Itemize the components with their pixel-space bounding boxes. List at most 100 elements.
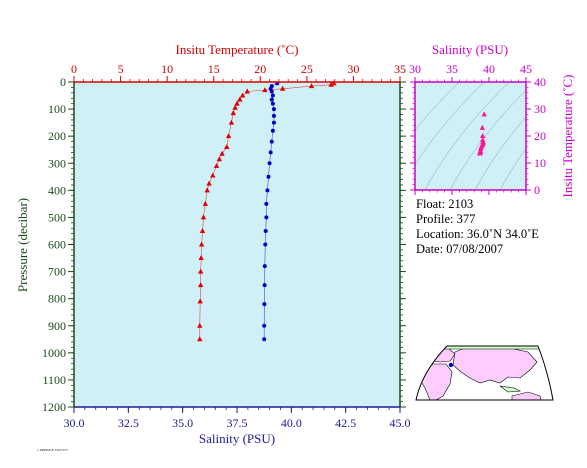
map-land-australia [511,391,542,400]
ts-point [481,111,487,117]
salinity-point [262,264,267,269]
salinity-point [269,89,274,94]
pressure-tick-label: 700 [48,265,66,279]
main-plot-background [74,82,400,407]
temperature-point [204,187,210,193]
salinity-point [264,201,269,206]
temperature-tick-label: 25 [301,62,313,76]
temperature-point [197,322,203,328]
main-plot-series [197,80,337,342]
salinity-point [270,101,275,106]
ts-salinity-tick-label: 45 [520,62,532,76]
temperature-point [225,133,232,139]
salinity-point [271,120,276,125]
temperature-point [279,85,286,91]
temperature-point [219,150,225,156]
salinity-tick-label: 35.0 [172,416,193,430]
temperature-tick-label: 35 [394,62,406,76]
temperature-tick-label: 0 [71,62,77,76]
salinity-point [265,188,270,193]
salinity-tick-label: 40.0 [281,416,302,430]
salinity-point [262,302,267,307]
temperature-point [216,156,223,162]
temperature-point [206,180,212,186]
map-frame [415,345,554,401]
temperature-point [262,87,268,93]
ts-density-contour [424,82,510,190]
salinity-point [268,150,273,155]
salinity-point [270,93,275,98]
temperature-point [237,96,243,102]
temperature-tick-label: 30 [347,62,359,76]
pressure-tick-label: 200 [48,129,66,143]
temperature-point [197,282,204,288]
temperature-point [199,227,206,233]
ts-point [478,145,484,151]
ts-plot-series [477,111,487,156]
pressure-tick-label: 600 [48,238,66,252]
float-number: Float: 2103 [416,197,474,211]
salinity-tick-label: 45.0 [390,416,411,430]
temperature-point [198,241,205,247]
pressure-tick-label: 0 [60,75,66,89]
salinity-point [269,97,274,102]
pressure-tick-label: 100 [48,102,66,116]
pressure-tick-label: 1200 [42,400,66,414]
salinity-point [271,113,276,118]
pressure-axis-title: Pressure (decibar) [15,198,30,292]
salinity-tick-label: 37.5 [227,416,248,430]
temperature-point [328,81,334,87]
temperature-point [308,83,315,89]
salinity-point [262,323,267,328]
temperature-profile-line [199,83,334,340]
ts-salinity-tick-label: 40 [483,62,495,76]
temperature-point [213,162,220,168]
temperature-tick-label: 5 [118,62,124,76]
ts-plot-background [415,82,526,190]
pressure-tick-label: 400 [48,183,66,197]
ts-temperature-tick-label: 30 [534,102,546,116]
ts-density-contour [474,116,526,190]
temperature-point [197,298,203,304]
ts-density-contour [415,82,460,131]
salinity-point [262,283,267,288]
ts-point [479,124,486,130]
temperature-point [228,119,235,125]
float-location-marker [448,362,454,368]
temperature-point [198,255,204,261]
temperature-point [200,214,207,220]
footer-code: 1 PROFILE 2103 377 [37,448,68,452]
pressure-tick-label: 900 [48,319,66,333]
temperature-point [224,144,230,149]
temperature-point [244,88,250,94]
temperature-point [202,200,209,206]
location-map [415,345,554,401]
temperature-axis-title: Insitu Temperature (˚C) [175,42,298,57]
salinity-tick-label: 42.5 [335,416,356,430]
salinity-point [264,215,269,220]
map-land-indonesia [499,385,522,393]
temperature-point [210,172,216,178]
profile-date: Date: 07/08/2007 [416,242,504,256]
ts-density-contours [415,82,526,190]
temperature-point [234,100,240,106]
temperature-point [331,80,337,86]
salinity-axis-title: Salinity (PSU) [199,431,275,446]
ts-temperature-tick-label: 20 [534,129,546,143]
ts-temperature-axis-title: Insitu Temperature (˚C) [560,74,575,197]
float-location: Location: 36.0˚N 34.0˚E [416,227,539,241]
salinity-point [270,128,275,133]
salinity-tick-label: 32.5 [118,416,139,430]
float-info-panel: Float: 2103 Profile: 377 Location: 36.0˚… [416,197,539,257]
ts-density-contour [449,89,526,190]
salinity-tick-label: 30.0 [64,416,85,430]
temperature-tick-label: 15 [208,62,220,76]
profile-number: Profile: 377 [416,212,476,226]
temperature-tick-label: 20 [254,62,266,76]
salinity-point [271,107,276,112]
temperature-point [197,336,203,342]
ts-salinity-axis-title: Salinity (PSU) [432,42,508,57]
temperature-tick-label: 10 [161,62,173,76]
